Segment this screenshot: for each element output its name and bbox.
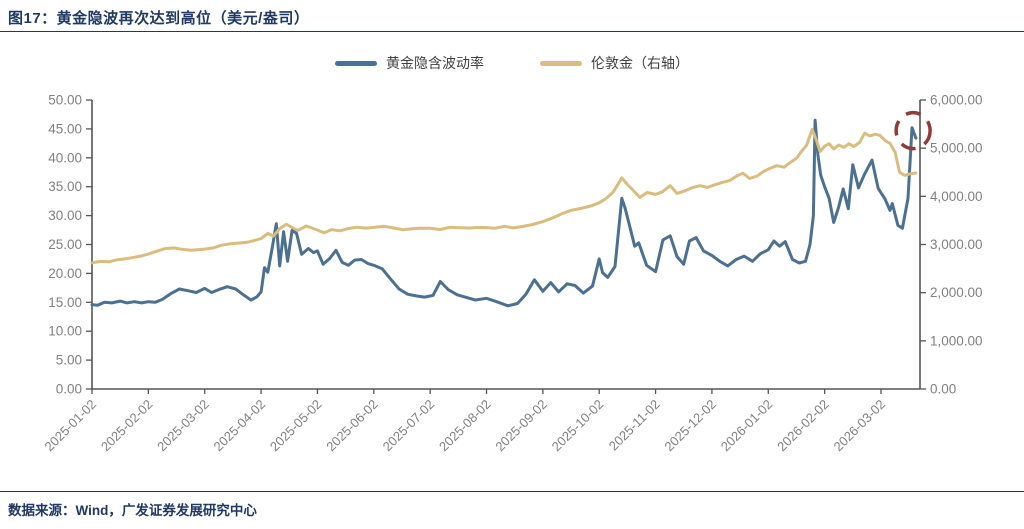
x-axis-label: 2025-02-02: [98, 397, 156, 455]
legend-label-gold: 伦敦金（右轴）: [591, 55, 689, 71]
footer-divider: [0, 491, 1024, 492]
x-axis-label: 2025-10-02: [549, 397, 607, 455]
y-axis-right-label: 2,000.00: [930, 285, 983, 300]
legend-item-gold: 伦敦金（右轴）: [540, 53, 689, 73]
series-line-gold: [90, 127, 918, 265]
x-axis-label: 2025-09-02: [492, 397, 550, 455]
legend-item-volatility: 黄金隐含波动率: [335, 53, 484, 73]
series-line-volatility: [90, 118, 918, 308]
y-axis-left-label: 5.00: [56, 353, 82, 368]
y-axis-right-label: 1,000.00: [930, 333, 983, 348]
x-axis-label: 2025-05-02: [267, 397, 325, 455]
legend-label-volatility: 黄金隐含波动率: [386, 55, 484, 71]
x-axis-label: 2025-12-02: [661, 397, 719, 455]
y-axis-left-label: 10.00: [48, 324, 82, 339]
y-axis-left-label: 45.00: [48, 121, 82, 136]
highlight-circle-annotation: [894, 110, 932, 151]
y-axis-left-label: 0.00: [56, 382, 82, 397]
x-axis-label: 2026-02-02: [774, 397, 832, 455]
title-divider: [0, 31, 1024, 32]
x-axis-label: 2025-07-02: [380, 397, 438, 455]
y-axis-left-label: 30.00: [48, 208, 82, 223]
y-axis-right-label: 6,000.00: [930, 93, 983, 108]
x-axis-label: 2025-01-02: [41, 397, 99, 455]
x-axis-label: 2025-08-02: [436, 397, 494, 455]
y-axis-left-label: 25.00: [48, 237, 82, 252]
y-axis-left-label: 40.00: [48, 150, 82, 165]
x-axis-label: 2025-04-02: [211, 397, 269, 455]
y-axis-right-label: 0.00: [930, 382, 956, 397]
figure-title: 图17：黄金隐波再次达到高位（美元/盎司）: [8, 10, 310, 27]
y-axis-right-label: 5,000.00: [930, 141, 983, 156]
source-note: 数据来源：Wind，广发证券发展研究中心: [8, 503, 257, 518]
y-axis-left-label: 35.00: [48, 179, 82, 194]
y-axis-left-label: 50.00: [48, 93, 82, 108]
y-axis-left-label: 15.00: [48, 295, 82, 310]
x-axis-label: 2025-06-02: [323, 397, 381, 455]
legend-swatch-volatility-icon: [335, 60, 377, 66]
y-axis-right-label: 4,000.00: [930, 189, 983, 204]
y-axis-right-label: 3,000.00: [930, 237, 983, 252]
x-axis-label: 2026-01-02: [718, 397, 776, 455]
y-axis-left-label: 20.00: [48, 266, 82, 281]
x-axis-label: 2025-11-02: [606, 397, 663, 454]
x-axis-label: 2025-03-02: [154, 397, 212, 455]
x-axis-label: 2026-03-02: [830, 397, 888, 455]
legend-swatch-gold-icon: [540, 60, 582, 66]
chart-legend: 黄金隐含波动率 伦敦金（右轴）: [0, 52, 1024, 74]
